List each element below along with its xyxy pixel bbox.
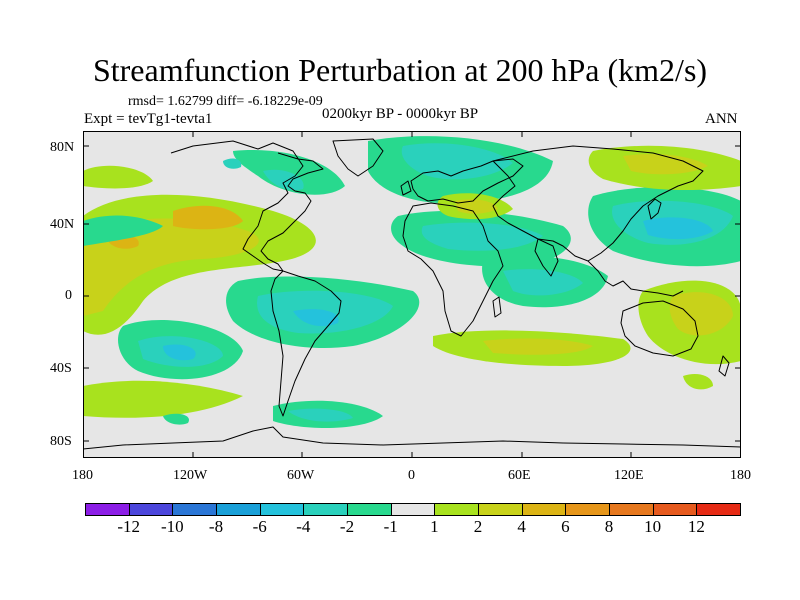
field-south-atlantic-negative-inner: [293, 309, 339, 327]
field-small-negative-1: [163, 413, 189, 425]
field-south-positive-band: [83, 380, 243, 418]
experiment-label: Expt = tevTg1-tevta1: [84, 111, 213, 127]
legend-label: -8: [208, 517, 224, 536]
legend-label: -4: [296, 517, 311, 536]
legend-swatch: [390, 503, 436, 516]
field-npac-negative-inner: [643, 217, 713, 240]
lon-label-180e: 180: [730, 468, 751, 483]
coast-australia: [620, 300, 699, 357]
field-south-positive-band-3: [483, 338, 593, 355]
coast-japan: [647, 198, 662, 220]
field-tropic-negative: [83, 215, 163, 246]
streamfunction-map: [83, 131, 741, 458]
legend-swatch: [565, 503, 610, 516]
legend-label: -6: [252, 517, 267, 536]
contour-fields: [83, 136, 741, 428]
legend-swatch: [347, 503, 392, 516]
field-na-negative-core: [263, 169, 304, 191]
field-small-positive-1: [683, 374, 713, 390]
tick-marks: [83, 131, 741, 458]
legend-swatch: [521, 503, 567, 516]
legend-label: 6: [561, 517, 570, 536]
coast-india: [534, 238, 559, 277]
field-arctic-positive-core: [623, 154, 708, 175]
lat-label-40n: 40N: [50, 217, 75, 232]
field-mideast-negative-core: [421, 222, 543, 251]
legend-swatch: [259, 503, 305, 516]
field-sw-pacific-positive-core: [669, 292, 733, 336]
lon-label-120e: 120E: [614, 468, 644, 483]
lon-label-180w: 180: [72, 468, 93, 483]
legend-swatch: [128, 503, 174, 516]
field-central-asia-positive-core: [455, 199, 498, 214]
legend-swatch: [172, 503, 217, 516]
lon-label-60w: 60W: [287, 468, 315, 483]
legend-label: 10: [644, 517, 662, 536]
legend-label: -2: [339, 517, 355, 536]
field-pacific-max: [173, 205, 243, 230]
field-pacific-north-positive: [83, 165, 153, 189]
legend-label: 8: [604, 517, 614, 536]
lat-label-40s: 40S: [50, 361, 72, 376]
coast-south-america: [270, 270, 342, 417]
lon-label-60e: 60E: [508, 468, 531, 483]
coast-north-america: [170, 140, 324, 272]
legend-swatch: [434, 503, 479, 516]
coast-british-isles: [400, 180, 412, 196]
coastlines: [83, 138, 741, 450]
legend-label: 2: [473, 517, 483, 536]
coast-greenland: [332, 138, 384, 177]
coast-antarctica: [83, 426, 741, 450]
legend-swatch: [696, 503, 741, 516]
coast-asia: [492, 145, 704, 262]
legend-label: 4: [517, 517, 526, 536]
legend-label: -12: [117, 517, 140, 536]
lat-label-eq: 0: [65, 288, 72, 303]
legend-label: 1: [430, 517, 439, 536]
rmsd-diff-stats: rmsd= 1.62799 diff= -6.18229e-09: [128, 94, 323, 109]
legend-swatch: [303, 503, 348, 516]
lon-label-120w: 120W: [173, 468, 208, 483]
field-africa-indian-negative-core: [503, 269, 583, 296]
legend-label: -1: [383, 517, 398, 536]
legend-swatch: [609, 503, 654, 516]
legend-swatch: [216, 503, 261, 516]
season-label: ANN: [705, 111, 738, 127]
legend-swatch: [85, 503, 130, 516]
field-south-pacific-negative-inner: [163, 344, 196, 361]
field-southern-ocean-negative-2: [288, 408, 353, 422]
lat-label-80n: 80N: [50, 140, 75, 155]
legend-label: -10: [160, 517, 184, 536]
map-canvas: [83, 131, 741, 458]
plot-title: Streamfunction Perturbation at 200 hPa (…: [92, 52, 708, 88]
coast-madagascar: [492, 296, 502, 318]
coast-europe: [410, 158, 524, 204]
coast-africa: [402, 202, 504, 337]
legend-swatch: [478, 503, 523, 516]
coast-new-zealand: [718, 355, 730, 377]
legend-colorbar: [85, 503, 741, 516]
lon-label-0: 0: [408, 468, 415, 483]
legend-swatch: [652, 503, 698, 516]
legend-label: 12: [687, 517, 705, 536]
field-arctic-negative-core: [401, 143, 513, 180]
coast-southeast-asia: [587, 260, 684, 297]
period-label: 0200kyr BP - 0000kyr BP: [322, 106, 479, 122]
lat-label-80s: 80S: [50, 434, 72, 449]
field-small-negative-2: [223, 158, 242, 169]
